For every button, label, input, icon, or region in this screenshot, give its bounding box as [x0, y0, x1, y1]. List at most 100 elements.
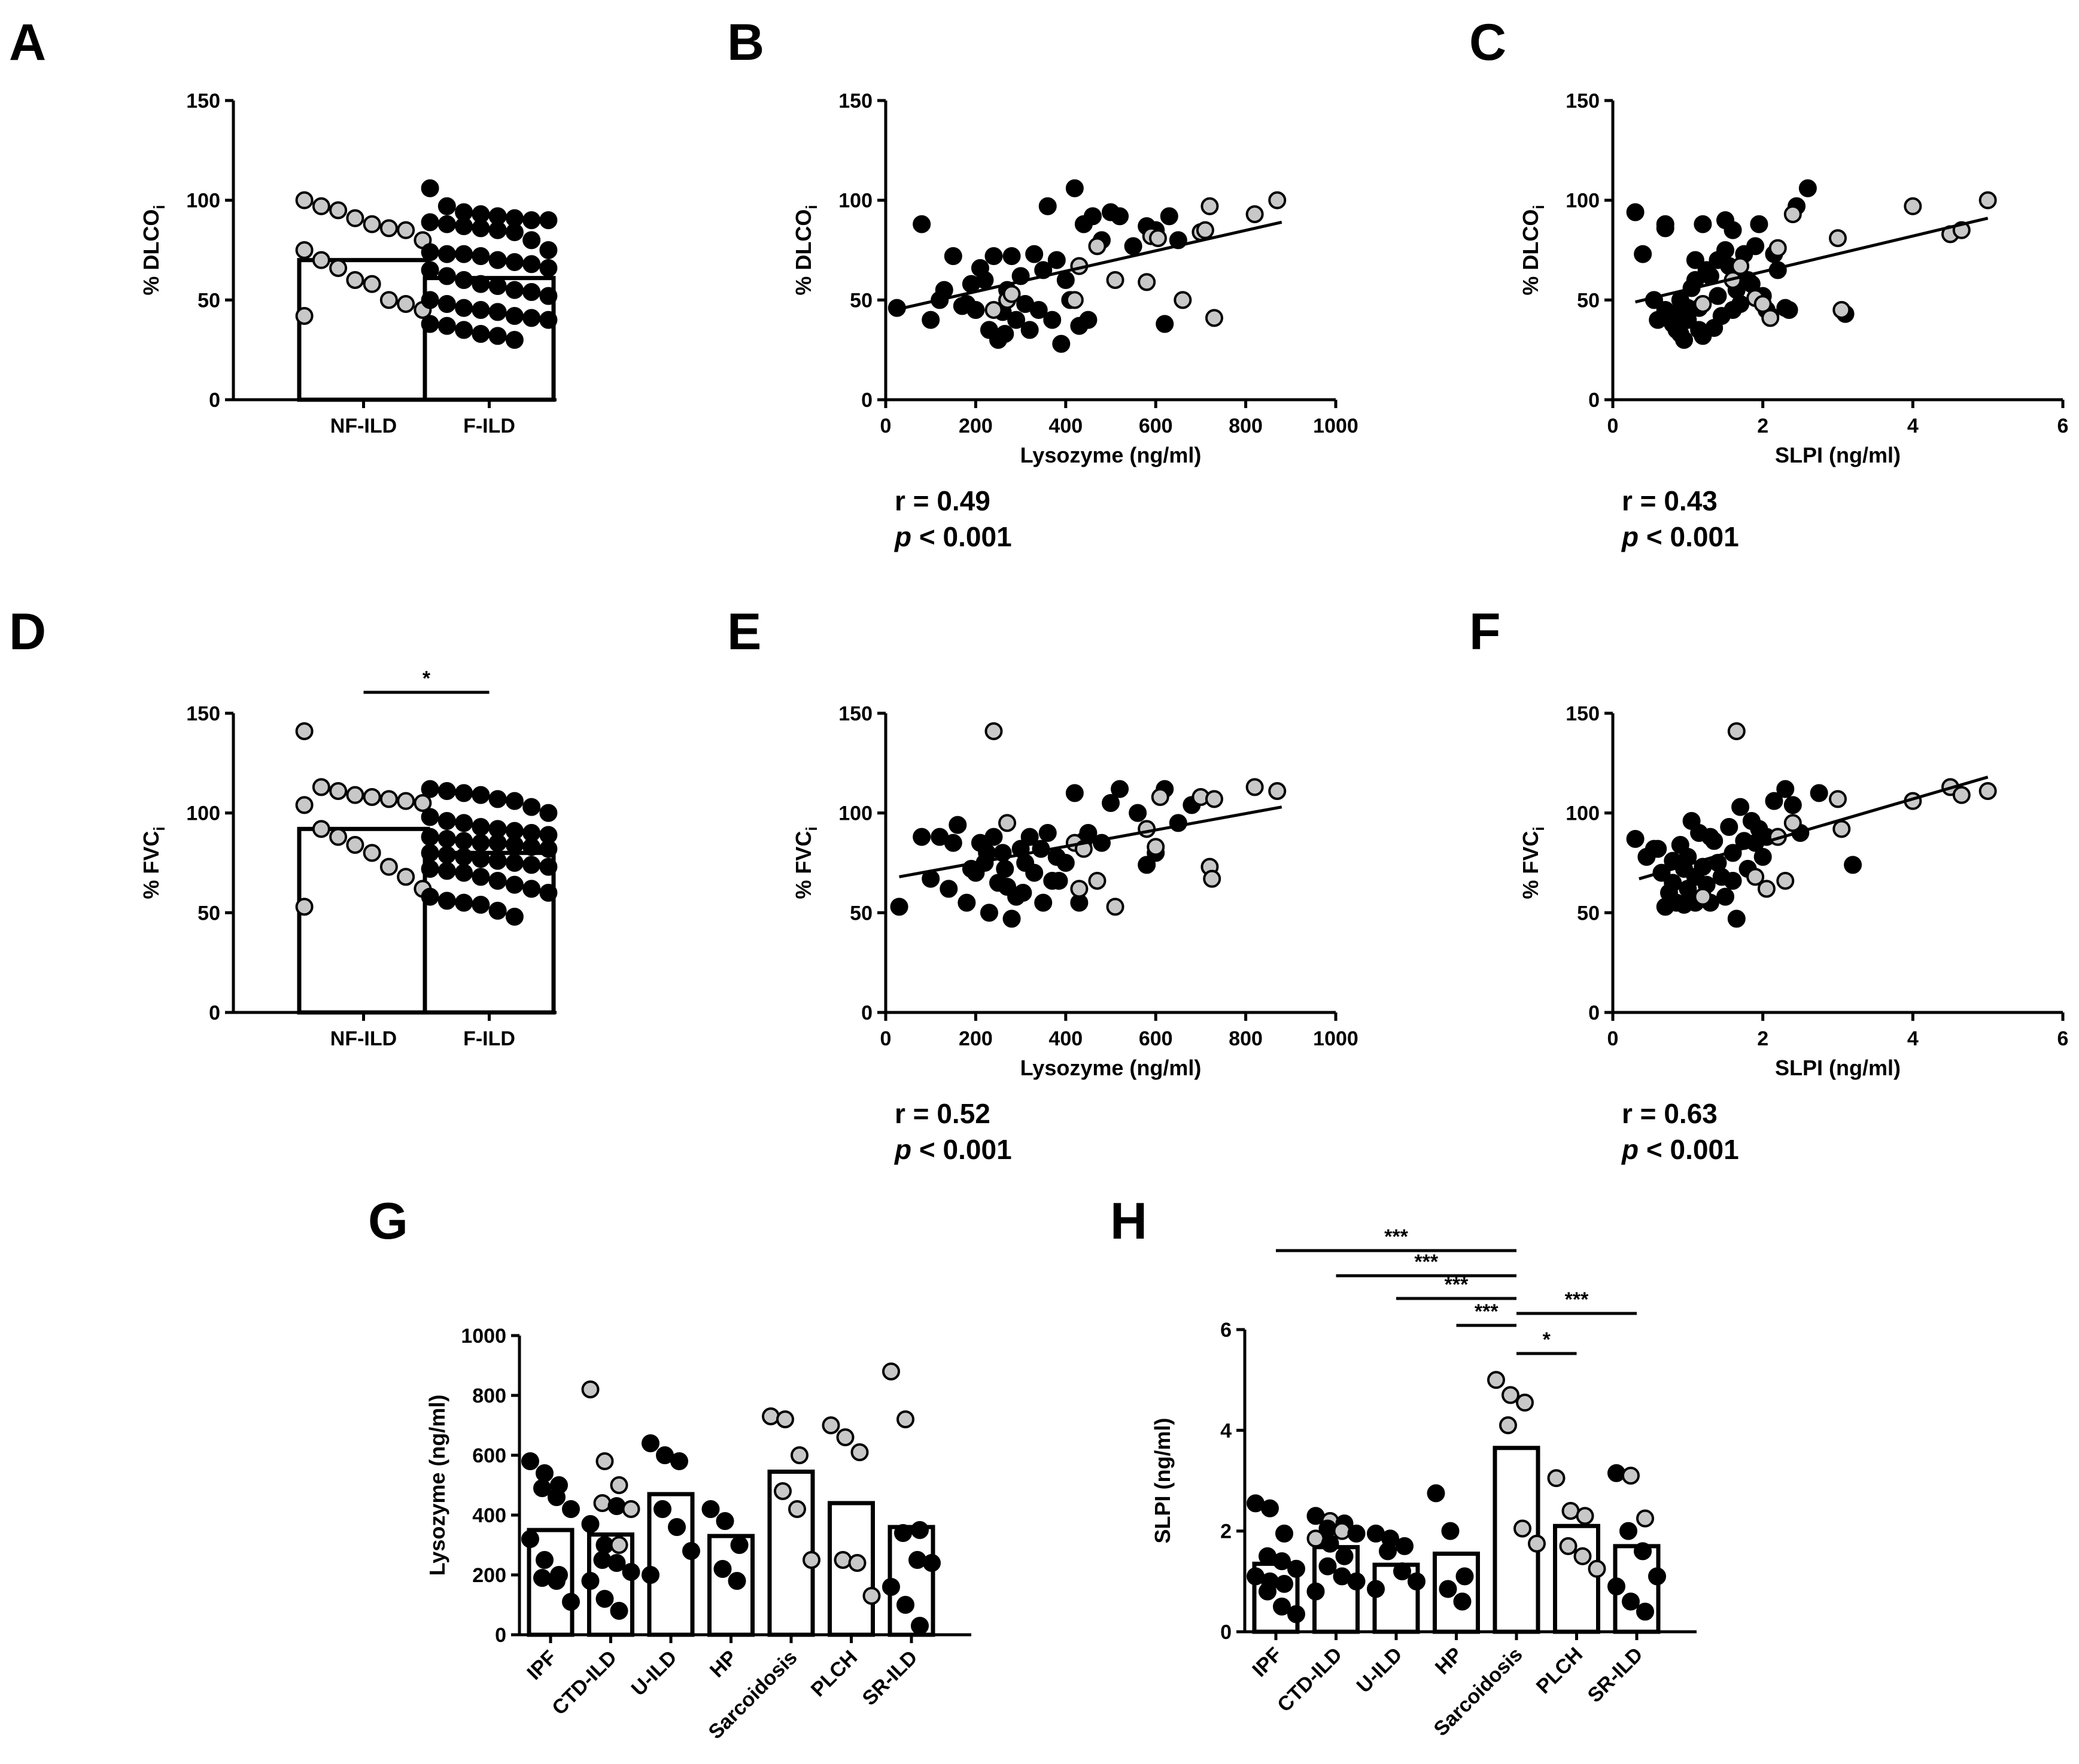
- data-point-grey: [1088, 872, 1107, 890]
- x-category-label: SR-ILD: [858, 1646, 922, 1710]
- data-point-black: [1306, 1582, 1325, 1601]
- data-point-black: [1634, 1542, 1652, 1561]
- data-point-grey: [1576, 1507, 1594, 1525]
- data-point-black: [1701, 828, 1719, 846]
- y-tick-label: 6: [1220, 1319, 1232, 1342]
- data-point-grey: [862, 1587, 881, 1605]
- data-point-black: [1047, 251, 1066, 269]
- y-axis-label-subscript: i: [1530, 205, 1548, 209]
- data-point-grey: [1499, 1416, 1517, 1434]
- data-point-black: [1056, 854, 1075, 872]
- data-point-black: [1273, 1552, 1291, 1571]
- data-point-black: [980, 904, 998, 922]
- data-point-grey: [1622, 1467, 1640, 1485]
- data-point-black: [522, 211, 541, 229]
- data-point-black: [940, 880, 958, 898]
- panel-letter: F: [1469, 603, 1501, 661]
- significance-label: *: [423, 667, 431, 690]
- data-point-black: [455, 893, 473, 912]
- data-point-black: [421, 179, 439, 197]
- data-point-black: [1731, 798, 1750, 816]
- data-point-black: [1607, 1577, 1625, 1596]
- y-axis-label-main: % DLCO: [1518, 209, 1543, 296]
- data-point-black: [581, 1515, 600, 1533]
- x-tick-label: 400: [1048, 415, 1083, 437]
- data-point-black: [610, 1602, 628, 1620]
- data-point-black: [958, 893, 976, 912]
- data-point-grey: [1761, 309, 1780, 327]
- data-point-black: [421, 860, 439, 878]
- regression-line: [1639, 775, 1989, 881]
- data-point-black: [1335, 1547, 1354, 1565]
- data-point-black: [437, 892, 456, 910]
- data-point-black: [455, 299, 473, 317]
- data-point-black: [701, 1500, 720, 1518]
- data-point-black: [1002, 910, 1021, 928]
- data-point-grey: [1088, 237, 1107, 256]
- data-point-black: [488, 277, 507, 295]
- data-point-grey: [346, 271, 364, 289]
- data-point-black: [539, 287, 558, 305]
- data-point-black: [488, 872, 507, 890]
- significance-label: ***: [1475, 1300, 1499, 1323]
- significance-label: ***: [1445, 1273, 1469, 1296]
- p-value-label: p: [1621, 521, 1639, 552]
- data-point-black: [1038, 197, 1057, 215]
- data-point-black: [455, 271, 473, 289]
- data-point-black: [1724, 221, 1742, 239]
- data-point-grey: [329, 782, 348, 800]
- data-point-black: [539, 884, 558, 902]
- data-point-black: [562, 1500, 580, 1518]
- data-point-black: [421, 243, 439, 261]
- data-point-black: [1160, 207, 1178, 226]
- x-tick-label: 1000: [1313, 1027, 1358, 1050]
- data-point-black: [455, 245, 473, 263]
- x-tick-label: 0: [1607, 1027, 1619, 1050]
- data-point-grey: [379, 219, 398, 238]
- data-point-black: [1367, 1580, 1385, 1598]
- data-point-black: [1056, 271, 1075, 289]
- data-point-black: [1453, 1592, 1472, 1611]
- data-point-grey: [1776, 872, 1795, 890]
- data-point-grey: [1753, 295, 1772, 313]
- x-tick-label: 6: [2057, 415, 2069, 437]
- panel-letter: C: [1469, 14, 1506, 71]
- y-axis-label-main: % DLCO: [791, 209, 816, 296]
- x-category-label: PLCH: [1532, 1643, 1587, 1698]
- data-point-grey: [762, 1407, 780, 1425]
- data-point-black: [713, 1560, 732, 1578]
- x-category-label: NF-ILD: [330, 1027, 397, 1050]
- data-point-black: [984, 828, 1003, 846]
- y-axis-label: % FVCi: [139, 826, 168, 899]
- data-point-black: [1129, 804, 1147, 822]
- data-point-grey: [1200, 197, 1219, 215]
- data-point-black: [1622, 1592, 1640, 1611]
- data-point-black: [1441, 1522, 1460, 1540]
- data-point-grey: [1065, 291, 1084, 309]
- data-point-black: [539, 840, 558, 858]
- data-point-black: [539, 211, 558, 229]
- data-point-black: [472, 834, 490, 852]
- data-point-grey: [848, 1554, 867, 1572]
- y-tick-label: 100: [186, 802, 220, 825]
- data-point-black: [1645, 840, 1663, 858]
- data-point-black: [533, 1479, 551, 1497]
- data-point-black: [437, 782, 456, 800]
- x-tick-label: 600: [1139, 415, 1173, 437]
- data-point-grey: [397, 868, 415, 886]
- data-point-grey: [1768, 239, 1787, 257]
- x-tick-label: 6: [2057, 1027, 2069, 1050]
- p-value: p < 0.001: [893, 1134, 1012, 1165]
- data-point-black: [505, 307, 524, 325]
- data-point-grey: [329, 259, 348, 277]
- data-point-black: [437, 197, 456, 215]
- data-point-black: [505, 908, 524, 926]
- data-point-black: [1798, 179, 1817, 197]
- data-point-grey: [1952, 786, 1971, 804]
- data-point-black: [1038, 824, 1057, 842]
- x-tick-label: 0: [880, 1027, 892, 1050]
- data-point-black: [488, 851, 507, 870]
- data-point-grey: [1151, 788, 1169, 806]
- data-point-black: [1731, 295, 1750, 313]
- x-category-label: SR-ILD: [1583, 1643, 1648, 1707]
